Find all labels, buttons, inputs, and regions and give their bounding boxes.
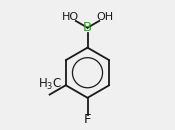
Text: OH: OH: [96, 12, 113, 22]
Text: B: B: [83, 21, 92, 34]
Text: HO: HO: [62, 12, 79, 22]
Text: F: F: [84, 113, 91, 126]
Text: $\mathregular{H_3C}$: $\mathregular{H_3C}$: [38, 77, 62, 92]
